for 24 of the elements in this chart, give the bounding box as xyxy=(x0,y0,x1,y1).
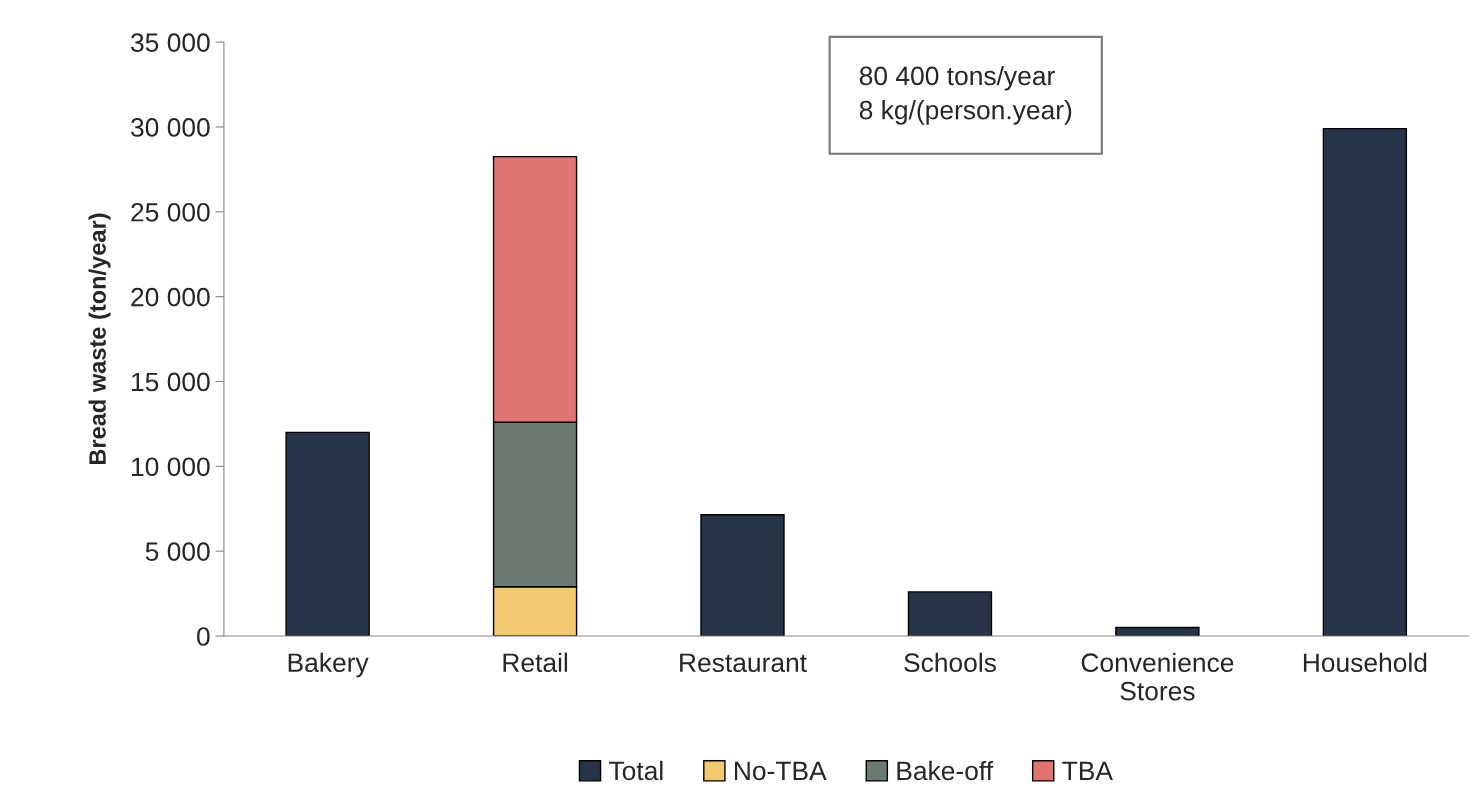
bar xyxy=(1322,127,1408,636)
legend-label: TBA xyxy=(1062,761,1113,780)
x-tick-label: Restaurant xyxy=(680,653,807,673)
y-tick-label: 35 000 xyxy=(131,33,210,52)
x-tick-label: Convenience Stores xyxy=(1081,652,1234,701)
y-tick-label: 30 000 xyxy=(131,118,210,137)
bar xyxy=(285,431,370,636)
y-tick-label: 0 xyxy=(197,627,210,646)
y-tick-label: 5 000 xyxy=(145,542,210,561)
y-tick-label: 20 000 xyxy=(131,287,210,307)
legend-label: No-TBA xyxy=(734,761,827,781)
legend-label: Bake-off xyxy=(897,760,994,781)
annotation: 80 400 tons/year 8 kg/(person.year) xyxy=(859,65,1072,125)
y-tick-label: 10 000 xyxy=(132,457,210,477)
x-tick-label: Household xyxy=(1303,652,1427,673)
y-tick-label: 25 000 xyxy=(131,202,210,222)
legend-label: Total xyxy=(609,760,663,781)
bar xyxy=(700,513,785,636)
bar xyxy=(907,591,993,636)
x-tick-label: Schools xyxy=(904,652,996,673)
x-tick-label: Retail xyxy=(503,652,568,673)
x-tick-label: Bakery xyxy=(288,652,369,678)
y-axis-title: Bread waste (ton/year) xyxy=(88,213,111,465)
y-tick-label: 15 000 xyxy=(132,372,210,392)
